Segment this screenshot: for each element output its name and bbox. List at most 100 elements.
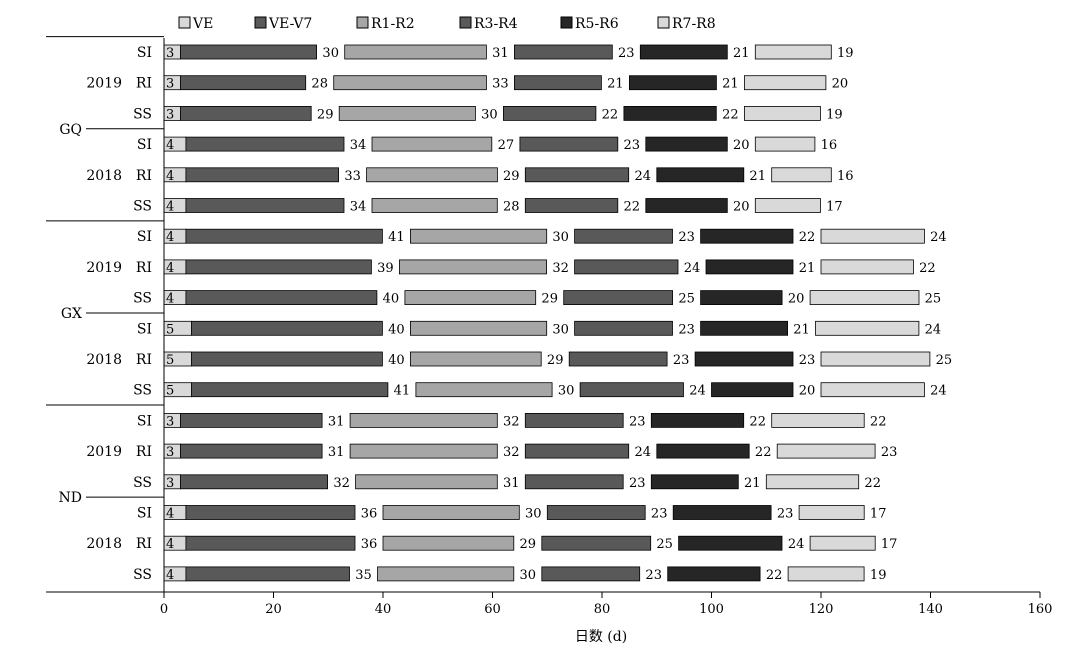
data-label: 22 xyxy=(864,476,881,491)
data-label: 29 xyxy=(503,169,520,184)
x-tick-label: 0 xyxy=(160,602,168,617)
bar-segment-r3-r4 xyxy=(524,412,624,428)
data-label: 16 xyxy=(821,138,838,153)
bar-segment-r1-r2 xyxy=(338,106,476,121)
legend-swatch-r5-r6 xyxy=(560,16,573,29)
data-label: 32 xyxy=(503,414,520,429)
bar-segment-ve-v7 xyxy=(179,443,323,459)
bar-segment-ve-v7 xyxy=(185,566,350,582)
data-label: 35 xyxy=(355,568,372,583)
bar-segment-r3-r4 xyxy=(524,443,630,459)
bar-segment-r7-r8 xyxy=(809,290,920,306)
data-label: 19 xyxy=(870,568,887,583)
data-label: 3 xyxy=(166,77,174,92)
bar-segment-r3-r4 xyxy=(514,75,602,91)
row-label-treatment: SS xyxy=(133,475,152,491)
bar-segment-r7-r8 xyxy=(754,198,821,213)
data-label: 3 xyxy=(166,414,174,429)
bar-segment-r7-r8 xyxy=(820,382,925,398)
legend-label-ve: VE xyxy=(192,16,213,32)
data-label: 25 xyxy=(925,292,942,307)
data-label: 23 xyxy=(777,507,794,522)
row-label-treatment: SS xyxy=(133,106,152,122)
data-label: 23 xyxy=(645,568,662,583)
legend-label-ve-v7: VE-V7 xyxy=(268,16,312,32)
row-label-site: GQ xyxy=(59,122,82,138)
bar-segment-r1-r2 xyxy=(409,351,542,367)
row-label-year: 2019 xyxy=(86,260,122,276)
bar-segment-ve-v7 xyxy=(179,106,312,121)
bar-segment-r5-r6 xyxy=(645,198,728,213)
bar-segment-r1-r2 xyxy=(349,412,498,428)
bar-segment-r7-r8 xyxy=(798,505,865,520)
data-label: 23 xyxy=(629,414,646,429)
bar-segment-r1-r2 xyxy=(371,136,493,152)
row-label-treatment: SS xyxy=(133,291,152,307)
bar-segment-r5-r6 xyxy=(694,351,794,367)
legend-swatch-ve xyxy=(178,16,191,29)
bar-segment-r1-r2 xyxy=(371,198,498,213)
data-label: 21 xyxy=(744,476,761,491)
data-label: 20 xyxy=(832,77,849,92)
row-label-treatment: SI xyxy=(137,413,152,429)
bar-segment-r7-r8 xyxy=(765,474,860,490)
bar-segment-r5-r6 xyxy=(667,566,761,582)
bars: 3 30 31 23 21 193 28 33 21 21 203 29 30 22 22 194 34 27 23… xyxy=(163,44,953,583)
legend-label-r7-r8: R7-R8 xyxy=(672,16,716,32)
x-tick-label: 40 xyxy=(375,602,392,617)
bar-segment-r3-r4 xyxy=(524,167,630,183)
x-tick-label: 120 xyxy=(809,602,834,617)
data-label: 25 xyxy=(936,353,953,368)
row-label-treatment: SI xyxy=(137,506,152,522)
row-label-site: ND xyxy=(59,490,82,506)
data-label: 19 xyxy=(826,107,843,122)
bar-segment-r3-r4 xyxy=(579,382,684,398)
data-label: 40 xyxy=(388,353,405,368)
bar-segment-r5-r6 xyxy=(639,44,728,60)
row-labels: SI RI 2019 SS GQ SI RI 2018 SS SI RI 2019 SS GX SI RI 20… xyxy=(46,36,164,583)
row-label-treatment: SI xyxy=(137,321,152,337)
row-label-treatment: SS xyxy=(133,199,152,215)
bar-segment-r1-r2 xyxy=(349,443,498,459)
bar-segment-r1-r2 xyxy=(409,228,548,244)
data-label: 24 xyxy=(684,261,701,276)
row-label-treatment: SI xyxy=(137,229,152,245)
legend-label-r3-r4: R3-R4 xyxy=(474,16,518,32)
data-label: 20 xyxy=(788,292,805,307)
data-label: 24 xyxy=(635,445,652,460)
bar-segment-r3-r4 xyxy=(524,198,619,213)
bar-segment-r7-r8 xyxy=(820,228,925,244)
data-label: 25 xyxy=(656,537,673,552)
bar-segment-r1-r2 xyxy=(344,44,487,60)
bar-segment-r7-r8 xyxy=(754,136,816,152)
data-label: 24 xyxy=(930,230,947,245)
data-label: 21 xyxy=(793,322,810,337)
bar-segment-r3-r4 xyxy=(514,44,613,60)
bar-segment-r1-r2 xyxy=(355,474,498,490)
data-label: 40 xyxy=(383,292,400,307)
bar-segment-r7-r8 xyxy=(815,320,920,336)
bar-segment-r5-r6 xyxy=(705,259,794,275)
data-label: 32 xyxy=(552,261,569,276)
data-label: 23 xyxy=(624,138,641,153)
bar-segment-r7-r8 xyxy=(776,443,876,459)
row-label-treatment: SS xyxy=(133,567,152,583)
data-label: 4 xyxy=(166,169,174,184)
bar-segment-ve-v7 xyxy=(185,290,378,306)
data-label: 23 xyxy=(799,353,816,368)
row-label-treatment: RI xyxy=(136,76,152,92)
bar-segment-r5-r6 xyxy=(645,136,728,152)
data-label: 17 xyxy=(881,537,898,552)
bar-segment-r5-r6 xyxy=(656,167,745,183)
data-label: 21 xyxy=(607,77,624,92)
x-tick-label: 80 xyxy=(594,602,611,617)
bar-segment-r3-r4 xyxy=(519,136,619,152)
data-label: 33 xyxy=(344,169,361,184)
data-label: 30 xyxy=(322,46,339,61)
data-label: 28 xyxy=(311,77,328,92)
data-label: 23 xyxy=(629,476,646,491)
data-label: 31 xyxy=(328,445,345,460)
legend: VE VE-V7 R1-R2 R3-R4 R5-R6 R7-R8 xyxy=(178,16,716,32)
row-label-year: 2018 xyxy=(86,168,122,184)
data-label: 34 xyxy=(350,138,367,153)
